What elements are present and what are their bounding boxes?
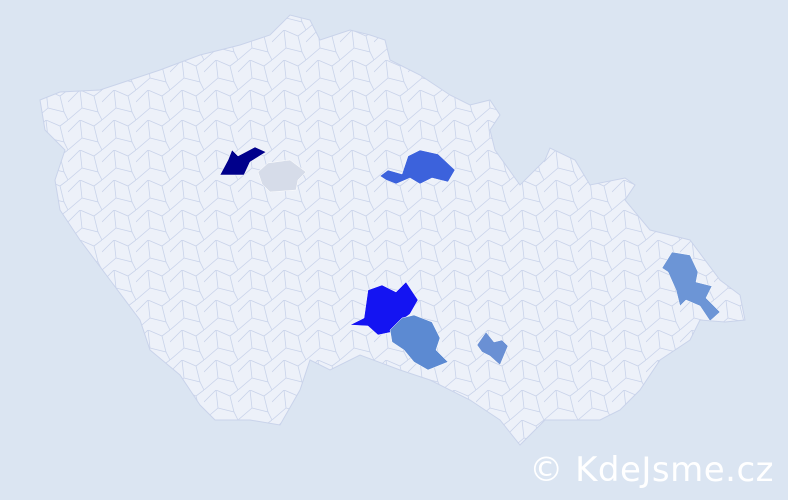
district-f[interactable] bbox=[476, 331, 509, 366]
district-b[interactable] bbox=[257, 159, 307, 193]
watermark: © KdeJsme.cz bbox=[529, 450, 774, 490]
district-c[interactable] bbox=[379, 149, 456, 185]
district-d[interactable] bbox=[349, 281, 419, 336]
district-e[interactable] bbox=[389, 314, 449, 371]
district-a[interactable] bbox=[219, 146, 267, 176]
district-g[interactable] bbox=[661, 251, 721, 322]
